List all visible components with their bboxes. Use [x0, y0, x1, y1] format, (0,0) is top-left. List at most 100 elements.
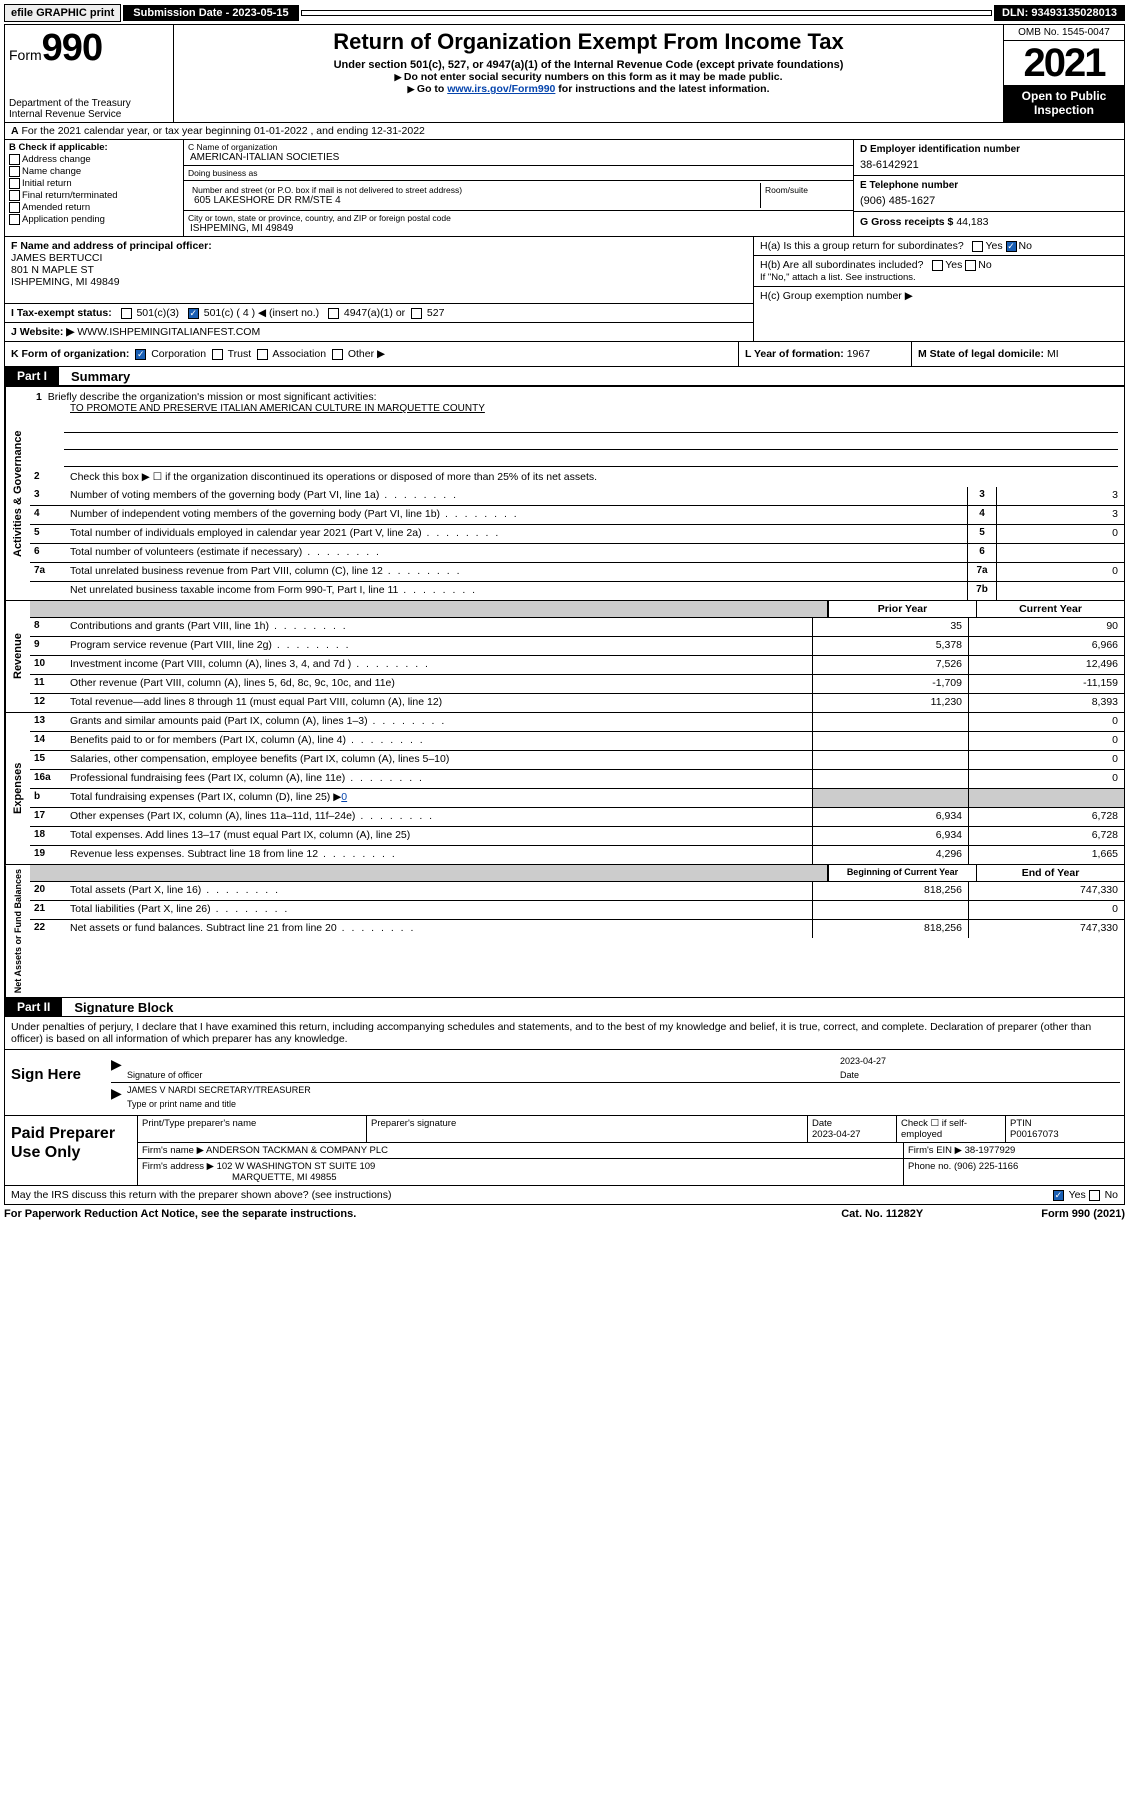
line-5: 5 Total number of individuals employed i… — [30, 525, 1124, 544]
form-number: Form990 — [9, 27, 169, 70]
row-i-tax-status: I Tax-exempt status: 501(c)(3) 501(c) ( … — [5, 304, 753, 323]
l8-current: 90 — [968, 618, 1124, 636]
omb-number: OMB No. 1545-0047 — [1004, 25, 1124, 41]
chk-501c[interactable] — [188, 308, 199, 319]
form-num: 990 — [42, 27, 102, 69]
chk-discuss-yes[interactable] — [1053, 1190, 1064, 1201]
org-name-label: C Name of organization — [188, 142, 849, 152]
line-7a: 7a Total unrelated business revenue from… — [30, 563, 1124, 582]
vtab-expenses: Expenses — [5, 713, 30, 864]
chk-address-change[interactable]: Address change — [9, 154, 179, 165]
l16b-current-shade — [968, 789, 1124, 807]
hb-text: H(b) Are all subordinates included? — [760, 259, 923, 271]
vtab-governance: Activities & Governance — [5, 387, 30, 600]
efile-button[interactable]: efile GRAPHIC print — [4, 4, 121, 22]
current-year-hdr: Current Year — [976, 601, 1124, 617]
part1-tag: Part I — [5, 367, 59, 385]
chk-trust[interactable] — [212, 349, 223, 360]
sig-date-label: Date — [840, 1070, 859, 1080]
form-org-label: K Form of organization: — [11, 348, 129, 360]
l22-end: 747,330 — [968, 920, 1124, 938]
firm-ein-value: 38-1977929 — [965, 1145, 1016, 1156]
l15-prior — [812, 751, 968, 769]
dba-row: Doing business as — [184, 166, 853, 181]
sig-arrow-icon-2: ▶ — [111, 1085, 127, 1109]
chk-ha-yes[interactable] — [972, 241, 983, 252]
domicile-value: MI — [1047, 348, 1059, 360]
org-name-row: C Name of organization AMERICAN-ITALIAN … — [184, 140, 853, 166]
prep-h1: Print/Type preparer's name — [138, 1116, 367, 1142]
prep-h3-value: 2023-04-27 — [812, 1129, 861, 1140]
l12-prior: 11,230 — [812, 694, 968, 712]
l18-prior: 6,934 — [812, 827, 968, 845]
chk-hb-no[interactable] — [965, 260, 976, 271]
tel-value: (906) 485-1627 — [860, 191, 1118, 207]
mission-line-2 — [64, 435, 1118, 450]
l5-value: 0 — [996, 525, 1124, 543]
goto-pre: Go to — [417, 83, 447, 95]
chk-corporation[interactable] — [135, 349, 146, 360]
row-k-form-org: K Form of organization: Corporation Trus… — [5, 342, 739, 366]
ein-block: D Employer identification number 38-6142… — [854, 140, 1124, 176]
line-18: 18 Total expenses. Add lines 13–17 (must… — [30, 827, 1124, 846]
chk-ha-no[interactable] — [1006, 241, 1017, 252]
l9-prior: 5,378 — [812, 637, 968, 655]
sign-here-label: Sign Here — [5, 1050, 107, 1115]
l15-current: 0 — [968, 751, 1124, 769]
header-right: OMB No. 1545-0047 2021 Open to Public In… — [1003, 25, 1124, 122]
l16a-prior — [812, 770, 968, 788]
sig-officer-line: ▶ Signature of officer 2023-04-27 Date — [111, 1054, 1120, 1083]
l16b-link[interactable]: 0 — [341, 791, 347, 803]
chk-initial-return[interactable]: Initial return — [9, 178, 179, 189]
gross-label: G Gross receipts $ — [860, 216, 953, 228]
irs-link[interactable]: www.irs.gov/Form990 — [447, 83, 555, 95]
row-a-text: For the 2021 calendar year, or tax year … — [22, 125, 425, 137]
l8-prior: 35 — [812, 618, 968, 636]
part2-title: Signature Block — [62, 1000, 173, 1015]
note-goto: Go to www.irs.gov/Form990 for instructio… — [180, 83, 997, 95]
chk-hb-yes[interactable] — [932, 260, 943, 271]
top-toolbar: efile GRAPHIC print Submission Date - 20… — [4, 4, 1125, 22]
chk-amended-return[interactable]: Amended return — [9, 202, 179, 213]
chk-4947[interactable] — [328, 308, 339, 319]
chk-527[interactable] — [411, 308, 422, 319]
chk-discuss-no[interactable] — [1089, 1190, 1100, 1201]
line-16a: 16a Professional fundraising fees (Part … — [30, 770, 1124, 789]
l19-current: 1,665 — [968, 846, 1124, 864]
line-11: 11 Other revenue (Part VIII, column (A),… — [30, 675, 1124, 694]
tel-label: E Telephone number — [860, 180, 1118, 191]
domicile-label: M State of legal domicile: — [918, 348, 1044, 360]
chk-final-return[interactable]: Final return/terminated — [9, 190, 179, 201]
revenue-col-header: Prior Year Current Year — [30, 601, 1124, 618]
row-a-prefix: A — [11, 125, 19, 137]
chk-501c3[interactable] — [121, 308, 132, 319]
discuss-row: May the IRS discuss this return with the… — [5, 1185, 1124, 1204]
prep-header-row: Print/Type preparer's name Preparer's si… — [138, 1116, 1124, 1143]
chk-other[interactable] — [332, 349, 343, 360]
l1-num: 1 — [36, 391, 42, 403]
dba-label: Doing business as — [188, 168, 849, 178]
preparer-title: Paid Preparer Use Only — [5, 1116, 138, 1185]
gross-value: 44,183 — [956, 216, 988, 228]
l17-current: 6,728 — [968, 808, 1124, 826]
officer-addr2: ISHPEMING, MI 49849 — [11, 276, 120, 288]
chk-association[interactable] — [257, 349, 268, 360]
l3-value: 3 — [996, 487, 1124, 505]
row-a-tax-year: A For the 2021 calendar year, or tax yea… — [5, 123, 1124, 140]
l11-prior: -1,709 — [812, 675, 968, 693]
website-label: J Website: ▶ — [11, 326, 74, 338]
section-net-assets: Net Assets or Fund Balances Beginning of… — [5, 864, 1124, 997]
col-c-org-info: C Name of organization AMERICAN-ITALIAN … — [184, 140, 854, 236]
line-13: 13 Grants and similar amounts paid (Part… — [30, 713, 1124, 732]
chk-app-pending[interactable]: Application pending — [9, 214, 179, 225]
l20-end: 747,330 — [968, 882, 1124, 900]
paperwork-notice: For Paperwork Reduction Act Notice, see … — [4, 1208, 841, 1220]
form-title: Return of Organization Exempt From Incom… — [180, 29, 997, 55]
fhij-left: F Name and address of principal officer:… — [5, 237, 754, 341]
firm-addr-value: 102 W WASHINGTON ST SUITE 109 — [217, 1161, 376, 1172]
line-3: 3 Number of voting members of the govern… — [30, 487, 1124, 506]
firm-addr2-value: MARQUETTE, MI 49855 — [142, 1172, 337, 1183]
l4-value: 3 — [996, 506, 1124, 524]
row-hb: H(b) Are all subordinates included? Yes … — [754, 256, 1124, 287]
chk-name-change[interactable]: Name change — [9, 166, 179, 177]
